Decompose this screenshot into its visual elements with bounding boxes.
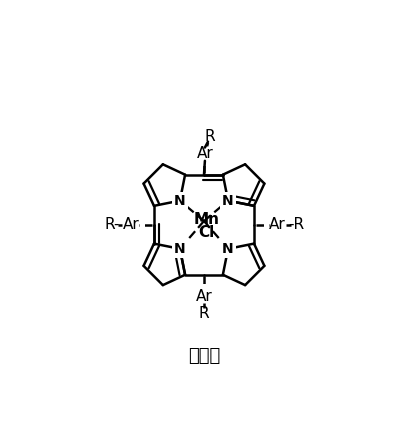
Text: -R: -R <box>289 217 304 232</box>
Text: R: R <box>204 129 215 144</box>
Text: Ar: Ar <box>123 217 139 232</box>
Text: R: R <box>199 306 209 321</box>
Text: N: N <box>222 194 234 208</box>
Text: R-: R- <box>105 217 120 232</box>
Text: N: N <box>174 194 186 208</box>
Text: Ar: Ar <box>195 289 213 304</box>
Text: Ar: Ar <box>197 146 213 161</box>
Text: Ar: Ar <box>269 217 285 232</box>
Text: N: N <box>174 242 186 256</box>
Text: N: N <box>222 242 234 256</box>
Text: Mn: Mn <box>193 212 219 227</box>
Text: 图式一: 图式一 <box>188 347 220 365</box>
Text: Cl: Cl <box>198 225 215 240</box>
